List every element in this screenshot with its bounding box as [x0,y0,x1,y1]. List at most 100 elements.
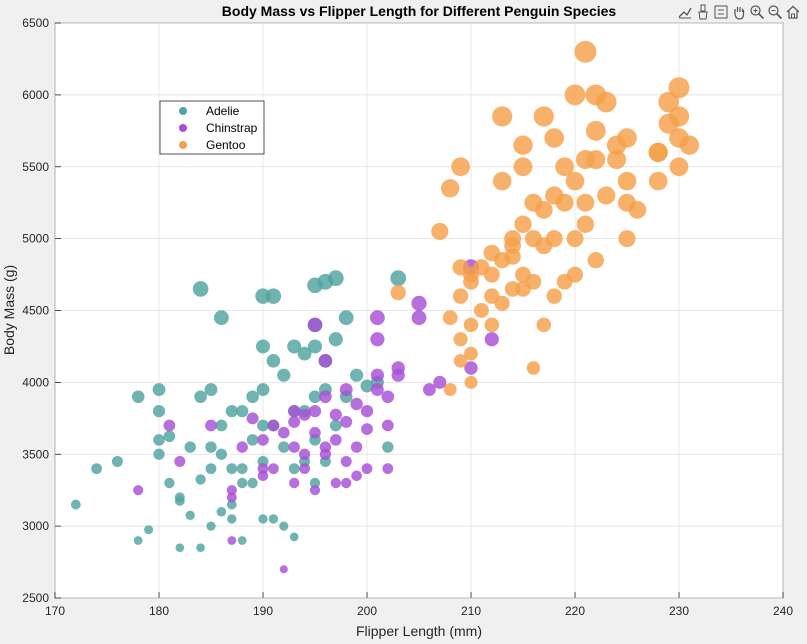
point-adelie [277,368,291,382]
point-adelie [256,339,270,354]
point-gentoo [574,40,597,63]
legend-marker-adelie [179,107,187,115]
point-chinstrap [371,383,384,396]
point-chinstrap [370,368,384,382]
point-adelie [297,346,312,361]
point-gentoo [566,230,584,248]
restore-view-icon[interactable] [712,3,729,21]
point-chinstrap [257,434,269,446]
point-gentoo [555,193,574,212]
point-adelie [268,514,279,524]
point-chinstrap [288,405,301,418]
point-gentoo [526,361,541,375]
point-adelie [226,463,238,475]
point-chinstrap [307,317,323,333]
x-tick-label: 210 [461,604,481,618]
y-axis-label: Body Mass (g) [1,265,17,355]
point-adelie [278,441,290,453]
point-adelie [327,270,344,287]
point-gentoo [473,303,489,318]
point-chinstrap [341,477,352,489]
point-chinstrap [226,485,237,496]
point-adelie [236,405,249,418]
point-chinstrap [370,332,385,347]
point-chinstrap [350,397,363,411]
brush-icon[interactable] [694,3,711,21]
point-gentoo [648,142,668,162]
pan-icon[interactable] [730,3,747,21]
point-adelie [214,310,229,326]
x-tick-label: 170 [45,604,65,618]
axes-toolbar [676,2,801,22]
point-adelie [205,463,217,475]
zoom-out-icon[interactable] [766,3,783,21]
point-gentoo [443,383,457,396]
point-chinstrap [350,441,363,453]
point-gentoo [669,157,689,177]
point-gentoo [492,106,513,127]
point-gentoo [585,120,606,141]
point-gentoo [679,135,700,155]
point-adelie [328,332,343,347]
point-adelie [215,419,228,432]
point-chinstrap [205,419,217,432]
point-chinstrap [299,448,311,460]
point-adelie [195,474,206,485]
point-gentoo [546,288,562,304]
legend[interactable]: Adelie Chinstrap Gentoo [159,100,265,155]
y-tick-label: 2500 [22,591,49,605]
point-adelie [279,521,289,531]
point-gentoo [534,200,553,219]
point-gentoo [617,128,637,148]
point-chinstrap [391,368,405,382]
point-adelie [133,536,143,545]
y-tick-label: 5500 [22,160,49,174]
zoom-in-icon[interactable] [748,3,765,21]
point-gentoo [607,150,627,170]
point-adelie [205,441,217,453]
point-chinstrap [298,408,311,421]
point-gentoo [576,193,595,212]
point-gentoo [595,91,617,113]
point-adelie [153,434,165,446]
point-gentoo [587,251,604,269]
point-gentoo [492,171,512,191]
y-axis-ticks: 2500 3000 3500 4000 4500 5000 5500 6000 6500 [22,16,61,605]
point-adelie [237,477,248,489]
point-adelie [204,383,218,396]
point-chinstrap [360,405,374,418]
point-adelie [152,383,166,396]
point-adelie [206,521,216,531]
chart-title: Body Mass vs Flipper Length for Differen… [222,3,617,19]
y-tick-label: 6000 [22,88,49,102]
point-gentoo [494,295,510,311]
point-adelie [308,339,322,354]
y-tick-label: 5000 [22,232,49,246]
point-gentoo [565,171,585,191]
legend-marker-chinstrap [179,124,187,132]
data-points [70,40,700,574]
point-chinstrap [433,375,447,389]
point-gentoo [464,346,478,361]
point-gentoo [544,128,564,148]
point-gentoo [628,200,647,219]
point-gentoo [533,106,554,127]
home-icon[interactable] [784,3,801,21]
data-tips-icon[interactable] [676,3,693,21]
grid-lines [54,22,784,599]
point-adelie [91,463,102,475]
point-adelie [225,405,238,418]
point-gentoo [668,77,690,99]
point-adelie [287,339,302,354]
x-tick-label: 200 [357,604,377,618]
point-gentoo [513,157,533,177]
point-adelie [226,499,237,510]
point-gentoo [442,310,458,326]
point-adelie [227,514,237,524]
point-adelie [309,477,321,489]
point-gentoo [618,230,636,248]
point-chinstrap [484,332,499,347]
point-chinstrap [288,415,301,428]
point-chinstrap [279,565,288,574]
y-tick-label: 3500 [22,447,49,461]
